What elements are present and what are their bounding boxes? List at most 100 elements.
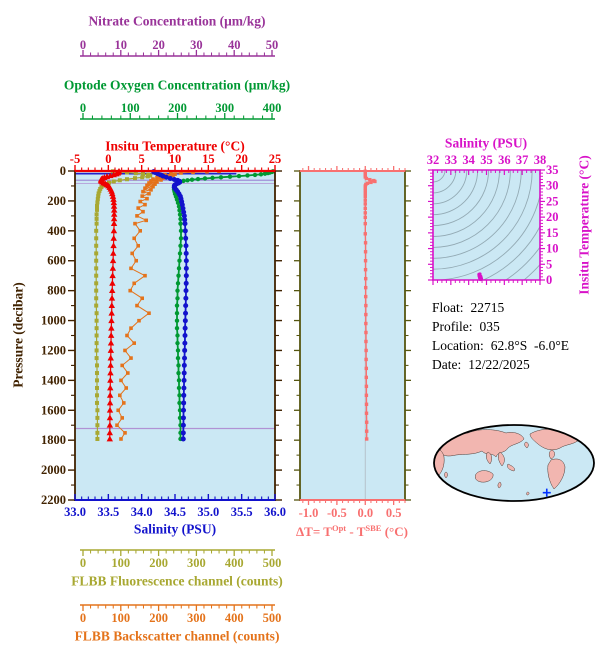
- tick-label: 400: [225, 556, 244, 570]
- tick-label: 200: [47, 194, 66, 208]
- temperature-series: [97, 167, 123, 442]
- date-row: Date: 12/22/2025: [432, 357, 569, 373]
- tick-label: 300: [187, 556, 206, 570]
- tick-label: 200: [149, 556, 168, 570]
- location-label: Location:: [432, 338, 484, 353]
- islands-new-zealand: [497, 481, 502, 489]
- tick-label: 0: [80, 38, 86, 52]
- tick-label: -0.5: [327, 506, 347, 520]
- tick-label: 0: [80, 611, 86, 625]
- continent-south-america: [547, 458, 566, 490]
- salinity-series: [151, 169, 189, 442]
- tick-label: 1200: [41, 343, 66, 357]
- ts-temperature-axis-title: Insitu Temperature (°C): [576, 155, 592, 295]
- tick-label: 1800: [41, 433, 66, 447]
- nitrate-axis-title: Nitrate Concentration (μm/kg): [88, 13, 266, 29]
- nitrate-axis: 0 10 20 30 40 50: [80, 38, 279, 57]
- tick-label: 0: [80, 101, 86, 115]
- tick-label: 50: [266, 38, 279, 52]
- tick-label: 33.0: [64, 505, 86, 519]
- delta-t-axes: -1.0 -0.5 0.0 0.5: [294, 166, 411, 520]
- profile-value: 035: [479, 319, 500, 334]
- world-map: [430, 420, 598, 506]
- delta-t-title-sup-sbe: SBE: [365, 522, 382, 533]
- tick-label: 37: [516, 153, 529, 167]
- tick-label: 34: [462, 153, 475, 167]
- tick-label: 1400: [41, 373, 66, 387]
- tick-label: 34.0: [131, 505, 153, 519]
- fluorescence-axis: 0 100 200 300 400 500: [80, 549, 282, 570]
- tick-label: -5: [70, 152, 80, 166]
- tick-label: 2000: [41, 463, 66, 477]
- profile-label: Profile:: [432, 319, 473, 334]
- tick-label: 20: [152, 38, 165, 52]
- continent-australia: [474, 470, 494, 483]
- tick-label: 0: [80, 556, 86, 570]
- tick-label: 32: [427, 153, 440, 167]
- float-value: 22715: [470, 300, 505, 315]
- island-greenland: [569, 427, 584, 436]
- tick-label: 400: [225, 611, 244, 625]
- delta-t-title-sup-opt: Opt: [331, 522, 347, 533]
- temperature-axis-title: Insitu Temperature (°C): [105, 138, 245, 154]
- main-profile-plot: [75, 171, 275, 500]
- delta-t-title-part: - T: [346, 524, 366, 540]
- tick-label: 36: [498, 153, 511, 167]
- backscatter-axis-title: FLBB Backscatter channel (counts): [74, 628, 280, 644]
- tick-label: 100: [121, 101, 140, 115]
- tick-label: 5: [139, 152, 145, 166]
- pressure-axis-title: Pressure (decibar): [10, 282, 26, 388]
- salinity-axis-title: Salinity (PSU): [133, 521, 217, 537]
- tick-label: 0: [546, 273, 552, 287]
- continent-india: [486, 451, 492, 465]
- islands-japan: [524, 441, 529, 449]
- tick-label: 40: [228, 38, 241, 52]
- tick-label: 33: [445, 153, 458, 167]
- tick-label: 5: [546, 257, 552, 271]
- delta-t-axis-title: ΔT= TOpt - TSBE (°C): [296, 522, 408, 540]
- world-map-svg: [433, 424, 595, 502]
- tick-label: 10: [115, 38, 128, 52]
- tick-label: 500: [263, 556, 282, 570]
- tick-label: -1.0: [299, 506, 319, 520]
- tick-label: 400: [47, 224, 66, 238]
- tick-label: 2200: [41, 493, 66, 507]
- tick-label: 0: [105, 152, 111, 166]
- tick-label: 10: [169, 152, 182, 166]
- tick-label: 33.5: [97, 505, 119, 519]
- tick-label: 10: [546, 242, 559, 256]
- tick-label: 25: [269, 152, 282, 166]
- location-row: Location: 62.8°S -6.0°E: [432, 338, 569, 354]
- ts-salinity-axis-title: Salinity (PSU): [444, 135, 528, 151]
- tick-label: 25: [546, 194, 559, 208]
- tick-label: 15: [202, 152, 215, 166]
- tick-label: 35: [546, 163, 559, 177]
- tick-label: 300: [187, 611, 206, 625]
- tick-label: 800: [47, 284, 66, 298]
- delta-t-plot: [300, 171, 405, 500]
- tick-label: 300: [215, 101, 234, 115]
- tick-label: 1600: [41, 403, 66, 417]
- fluorescence-axis-title: FLBB Fluorescence channel (counts): [71, 573, 283, 589]
- tick-label: 200: [149, 611, 168, 625]
- tick-label: 200: [168, 101, 187, 115]
- tick-label: 600: [47, 254, 66, 268]
- backscatter-axis: 0 100 200 300 400 500: [80, 604, 282, 625]
- float-metadata: Float: 22715 Profile: 035 Location: 62.8°S …: [432, 300, 569, 376]
- tick-label: 500: [263, 611, 282, 625]
- tick-label: 100: [111, 556, 130, 570]
- continent-eurasia: [439, 429, 525, 458]
- tick-label: 0: [60, 164, 66, 178]
- tick-label: 36.0: [264, 505, 286, 519]
- islands-indonesia: [507, 463, 515, 472]
- continent-central-america: [548, 449, 555, 460]
- float-position-marker: [542, 488, 551, 497]
- oxygen-axis-title: Optode Oxygen Concentration (μm/kg): [63, 77, 291, 93]
- tick-label: 35.5: [231, 505, 253, 519]
- tick-label: 15: [546, 226, 559, 240]
- main-plot-axes: [68, 165, 282, 501]
- tick-label: 0.0: [357, 506, 373, 520]
- tick-label: 20: [235, 152, 248, 166]
